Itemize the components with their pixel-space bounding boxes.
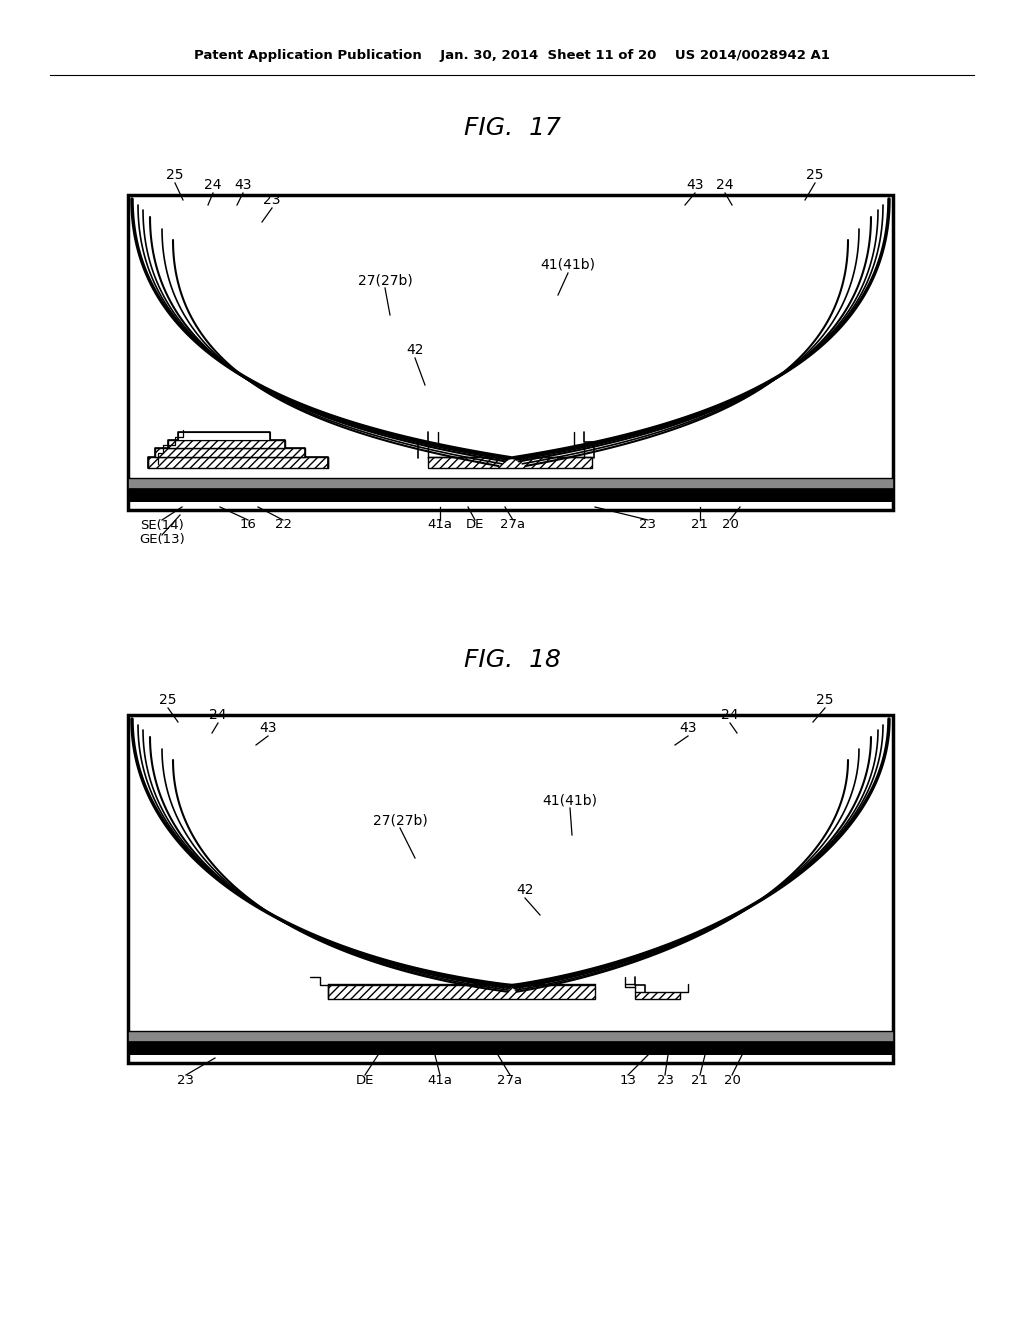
Text: 23: 23 — [640, 519, 656, 532]
Text: 43: 43 — [686, 178, 703, 191]
Text: 24: 24 — [716, 178, 734, 191]
Text: 25: 25 — [816, 693, 834, 708]
Bar — [128, 195, 893, 510]
Text: 27a: 27a — [498, 1073, 522, 1086]
Bar — [168, 440, 285, 447]
Text: 43: 43 — [259, 721, 276, 735]
Text: 25: 25 — [160, 693, 177, 708]
Text: 42: 42 — [516, 883, 534, 898]
Text: Patent Application Publication    Jan. 30, 2014  Sheet 11 of 20    US 2014/00289: Patent Application Publication Jan. 30, … — [195, 49, 829, 62]
Bar — [128, 488, 893, 502]
Bar — [328, 985, 595, 999]
Text: 41a: 41a — [427, 1073, 453, 1086]
Text: SE(14): SE(14) — [140, 519, 184, 532]
Text: 24: 24 — [204, 178, 222, 191]
Text: 21: 21 — [691, 1073, 709, 1086]
Bar — [178, 432, 270, 440]
Bar — [428, 457, 592, 469]
Text: 41(41b): 41(41b) — [543, 793, 597, 807]
Text: DE: DE — [355, 1073, 374, 1086]
Text: GE(13): GE(13) — [139, 533, 185, 546]
Text: 22: 22 — [274, 519, 292, 532]
Text: 23: 23 — [177, 1073, 195, 1086]
Text: 27(27b): 27(27b) — [373, 813, 427, 828]
Text: 20: 20 — [722, 519, 738, 532]
Text: 21: 21 — [691, 519, 709, 532]
Bar — [128, 1041, 893, 1055]
Text: 25: 25 — [166, 168, 183, 182]
Text: 13: 13 — [620, 1073, 637, 1086]
Text: FIG.  18: FIG. 18 — [464, 648, 560, 672]
Text: FIG.  17: FIG. 17 — [464, 116, 560, 140]
Text: 25: 25 — [806, 168, 823, 182]
Bar — [155, 447, 305, 457]
Text: 42: 42 — [407, 343, 424, 356]
Bar — [635, 993, 680, 999]
Bar — [128, 195, 893, 510]
Text: 27(27b): 27(27b) — [357, 273, 413, 286]
Text: 41a: 41a — [427, 519, 453, 532]
Text: 23: 23 — [656, 1073, 674, 1086]
Text: 23: 23 — [263, 193, 281, 207]
Text: 27a: 27a — [501, 519, 525, 532]
Text: DE: DE — [466, 519, 484, 532]
Text: 43: 43 — [234, 178, 252, 191]
Bar — [128, 715, 893, 1063]
Text: 16: 16 — [240, 519, 256, 532]
Text: 20: 20 — [724, 1073, 740, 1086]
Text: 41(41b): 41(41b) — [541, 257, 596, 272]
Bar — [128, 1031, 893, 1041]
Bar — [128, 478, 893, 488]
Text: 43: 43 — [679, 721, 696, 735]
Bar — [148, 457, 328, 469]
Text: 24: 24 — [209, 708, 226, 722]
Text: 24: 24 — [721, 708, 738, 722]
Bar — [128, 715, 893, 1063]
